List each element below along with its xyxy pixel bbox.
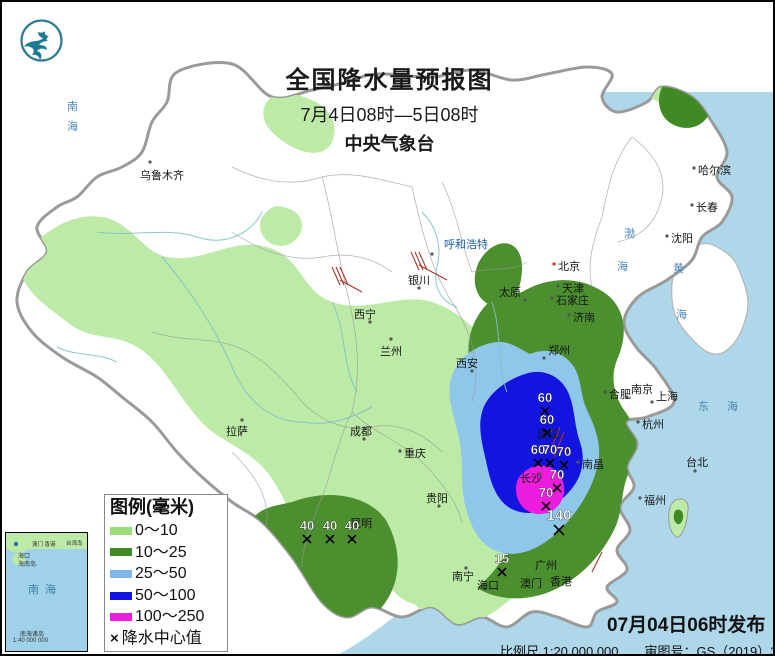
svg-text:兰州: 兰州 bbox=[380, 345, 402, 358]
svg-text:台北: 台北 bbox=[686, 455, 708, 469]
svg-text:香港: 香港 bbox=[550, 575, 572, 588]
svg-text:15: 15 bbox=[495, 551, 509, 566]
svg-text:上海: 上海 bbox=[656, 389, 678, 403]
svg-text:澳门: 澳门 bbox=[520, 576, 542, 590]
svg-text:海: 海 bbox=[676, 307, 687, 321]
svg-text:60: 60 bbox=[538, 390, 552, 405]
svg-text:东: 东 bbox=[698, 400, 709, 413]
svg-text:40: 40 bbox=[323, 518, 337, 533]
svg-text:合肥: 合肥 bbox=[609, 387, 631, 401]
svg-text:40: 40 bbox=[300, 518, 314, 533]
svg-text:北京: 北京 bbox=[558, 259, 580, 273]
svg-text:石家庄: 石家庄 bbox=[556, 293, 589, 307]
svg-text:郑州: 郑州 bbox=[548, 343, 570, 357]
svg-text:贵阳: 贵阳 bbox=[426, 492, 448, 505]
svg-text:广州: 广州 bbox=[535, 559, 557, 572]
svg-text:天津: 天津 bbox=[562, 282, 584, 295]
svg-text:海: 海 bbox=[617, 259, 628, 273]
svg-text:成都: 成都 bbox=[350, 425, 372, 438]
svg-text:70: 70 bbox=[543, 442, 557, 457]
svg-text:西宁: 西宁 bbox=[354, 307, 376, 321]
svg-text:乌鲁木齐: 乌鲁木齐 bbox=[140, 168, 184, 182]
svg-text:济南: 济南 bbox=[573, 310, 595, 324]
svg-text:福州: 福州 bbox=[644, 493, 666, 507]
svg-text:70: 70 bbox=[550, 467, 564, 482]
svg-text:70: 70 bbox=[539, 485, 553, 500]
svg-text:西安: 西安 bbox=[456, 356, 478, 370]
svg-text:长春: 长春 bbox=[696, 201, 718, 214]
svg-text:重庆: 重庆 bbox=[404, 446, 426, 460]
svg-text:太原: 太原 bbox=[499, 286, 521, 299]
svg-text:银川: 银川 bbox=[408, 273, 430, 287]
svg-text:南宁: 南宁 bbox=[452, 569, 474, 583]
svg-text:呼和浩特: 呼和浩特 bbox=[444, 237, 488, 251]
svg-text:沈阳: 沈阳 bbox=[671, 231, 693, 245]
svg-text:海口: 海口 bbox=[477, 578, 499, 592]
svg-text:南昌: 南昌 bbox=[582, 458, 604, 471]
svg-text:杭州: 杭州 bbox=[642, 417, 664, 431]
svg-text:70: 70 bbox=[557, 444, 571, 459]
svg-text:40: 40 bbox=[345, 518, 359, 533]
svg-text:哈尔滨: 哈尔滨 bbox=[698, 163, 731, 177]
svg-text:海: 海 bbox=[727, 399, 738, 413]
svg-text:拉萨: 拉萨 bbox=[226, 424, 248, 438]
svg-text:渤: 渤 bbox=[624, 227, 635, 240]
svg-text:南京: 南京 bbox=[631, 382, 653, 396]
svg-text:黄: 黄 bbox=[673, 261, 684, 275]
